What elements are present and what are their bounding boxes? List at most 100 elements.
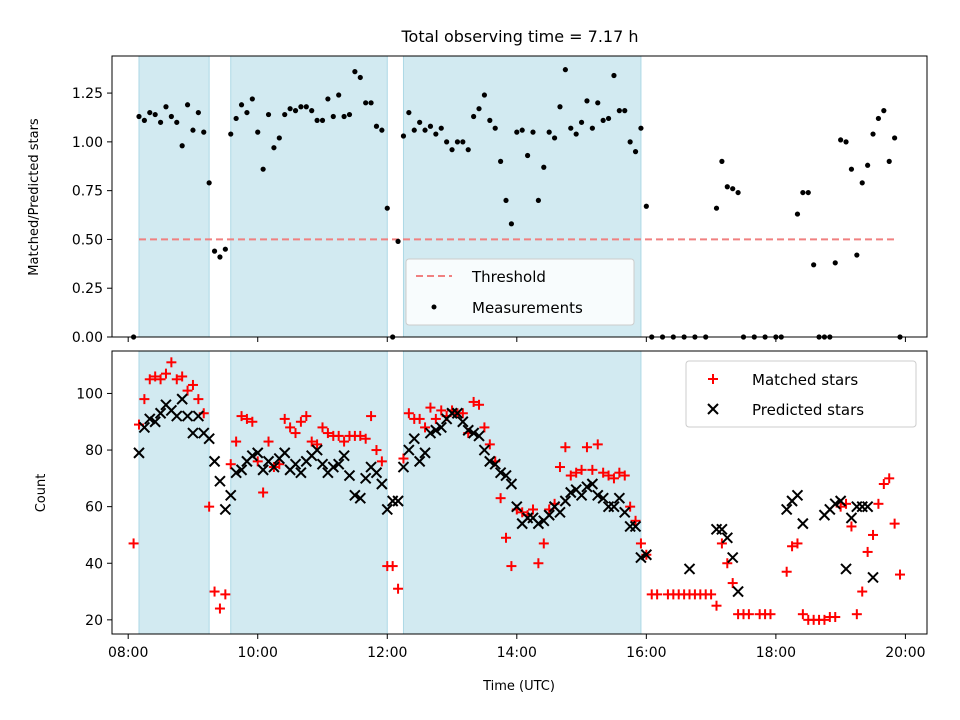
measurement-point: [508, 221, 515, 227]
matched-star-point: [792, 538, 803, 549]
matched-star-point: [571, 467, 582, 478]
predicted-star-point: [732, 585, 744, 598]
matched-star-point: [366, 411, 377, 422]
measurement-point: [498, 158, 504, 164]
matched-star-point: [398, 453, 409, 464]
measurement-point: [454, 139, 461, 145]
legend-measurement-label: Measurements: [472, 299, 583, 317]
predicted-star-point: [473, 430, 485, 442]
measurement-point: [519, 127, 525, 133]
y-tick-label: 0.00: [72, 330, 103, 346]
matched-star-point: [393, 583, 404, 594]
predicted-star-point: [171, 410, 183, 422]
measurement-point: [503, 197, 509, 204]
measurement-point: [233, 115, 239, 122]
predicted-star-point: [246, 450, 259, 462]
matched-star-point: [252, 456, 263, 467]
predicted-star-point: [484, 455, 496, 468]
measurement-point: [352, 69, 358, 75]
predicted-star-point: [279, 447, 291, 459]
measurement-point: [406, 109, 412, 116]
matched-star-point: [608, 473, 619, 484]
measurement-point: [309, 108, 315, 114]
measurement-point: [735, 189, 741, 196]
measurement-point: [870, 131, 876, 137]
matched-star-point: [371, 445, 382, 456]
matched-star-point: [479, 422, 490, 433]
y-tick-label: 1.25: [72, 86, 103, 102]
matched-star-point: [182, 385, 193, 396]
predicted-star-point: [133, 447, 145, 459]
matched-star-point: [797, 609, 808, 620]
measurement-point: [314, 117, 320, 123]
measurement-point: [578, 119, 585, 125]
matched-star-point: [171, 374, 182, 385]
matched-star-point: [322, 428, 333, 439]
matched-star-point: [317, 422, 328, 433]
measurement-point: [465, 147, 471, 153]
predicted-star-point: [208, 455, 221, 468]
measurement-point: [713, 205, 720, 211]
matched-star-point: [619, 470, 630, 481]
measurement-point: [201, 129, 207, 135]
measurement-point: [794, 211, 801, 217]
matched-star-point: [139, 394, 150, 405]
matched-star-point: [241, 413, 252, 424]
predicted-star-point: [268, 461, 280, 473]
predicted-star-point: [721, 532, 734, 544]
measurement-point: [460, 139, 466, 145]
predicted-star-point: [311, 444, 323, 456]
predicted-star-point: [154, 407, 167, 419]
legend-predicted-label: Predicted stars: [752, 401, 864, 419]
predicted-star-point: [829, 498, 841, 510]
matched-star-point: [878, 479, 889, 490]
matched-star-point: [484, 439, 495, 450]
predicted-star-point: [235, 464, 248, 476]
measurement-point: [330, 113, 336, 120]
matched-star-point: [160, 368, 171, 379]
predicted-star-point: [376, 478, 388, 490]
ratio-panel: 0.00 0.25 0.50 0.75 1.00 1.25 Matched/Predict…: [27, 55, 928, 346]
matched-star-point: [214, 603, 225, 614]
measurement-point: [411, 127, 417, 133]
predicted-star-point: [408, 433, 420, 445]
measurement-point: [384, 205, 390, 211]
observing-window: [230, 350, 388, 635]
matched-star-point: [430, 413, 441, 424]
x-tick-label: 18:00: [756, 645, 796, 661]
observing-window: [138, 55, 210, 338]
measurement-point: [595, 100, 601, 106]
y-tick-label: 0.25: [72, 281, 103, 297]
measurement-point: [573, 131, 579, 137]
predicted-star-point: [608, 500, 620, 513]
y-tick-label: 20: [85, 613, 103, 629]
predicted-star-point: [543, 509, 555, 521]
measurement-point: [346, 111, 353, 118]
x-tick-label: 16:00: [626, 645, 666, 661]
predicted-star-point: [289, 458, 302, 470]
legend-predicted-swatch: [707, 403, 719, 415]
matched-star-point: [587, 464, 598, 475]
predicted-star-point: [505, 478, 518, 490]
predicted-star-point: [149, 416, 161, 428]
measurement-point: [865, 162, 871, 168]
measurement-point: [222, 246, 228, 252]
matched-star-point: [581, 442, 592, 453]
matched-star-point: [895, 569, 906, 580]
matched-star-point: [787, 541, 798, 552]
matched-star-point: [414, 413, 425, 424]
predicted-star-point: [489, 458, 501, 470]
measurement-point: [141, 117, 147, 123]
matched-star-point: [425, 402, 436, 413]
matched-star-point: [517, 507, 528, 518]
matched-star-point: [144, 374, 155, 385]
predicted-star-point: [419, 447, 431, 459]
y-axis-ticks: 20 40 60 80 100: [76, 386, 112, 629]
predicted-star-point: [430, 424, 442, 436]
predicted-star-point: [230, 466, 242, 479]
measurement-point: [487, 117, 493, 123]
measurement-point: [400, 133, 407, 139]
measurement-point: [584, 98, 590, 104]
x-tick-label: 08:00: [108, 645, 148, 661]
predicted-star-point: [403, 444, 415, 456]
